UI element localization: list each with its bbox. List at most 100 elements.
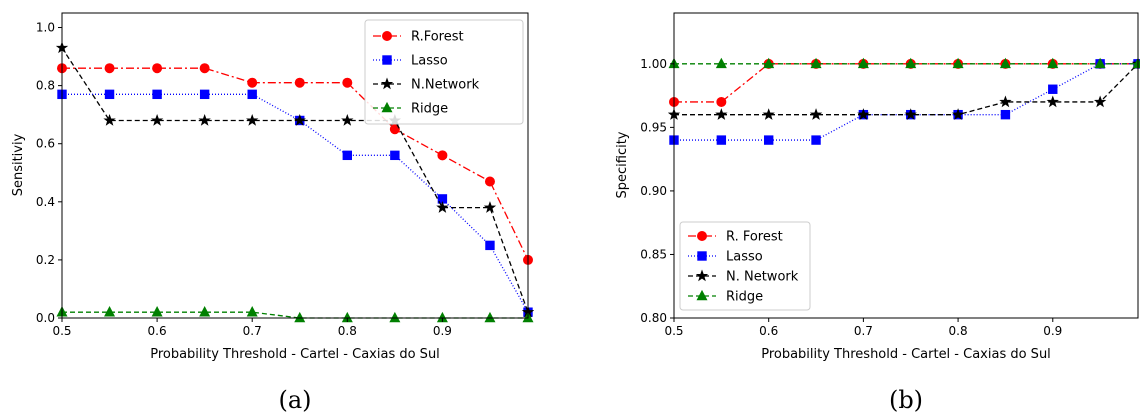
- y-tick-label: 1.0: [36, 21, 55, 35]
- data-point-n-network: [150, 113, 164, 126]
- legend-marker-r-forest: [697, 230, 708, 241]
- legend-item-ridge: Ridge: [373, 102, 448, 117]
- x-tick-label: 0.8: [338, 324, 357, 338]
- data-point-ridge: [763, 57, 775, 69]
- x-axis-label: Probability Threshold - Cartel - Caxias …: [761, 347, 1051, 362]
- x-tick-label: 0.9: [433, 324, 452, 338]
- y-tick-label: 0.85: [640, 247, 667, 261]
- x-axis-label: Probability Threshold - Cartel - Caxias …: [150, 347, 440, 362]
- data-point-ridge: [199, 306, 211, 317]
- data-point-r-forest: [104, 63, 115, 74]
- data-point-n-network: [1046, 95, 1059, 108]
- data-point-r-forest: [247, 77, 258, 88]
- legend-label-ridge: Ridge: [726, 290, 763, 305]
- legend-label-r-forest: R. Forest: [726, 230, 783, 245]
- y-tick-label: 0.80: [640, 311, 667, 325]
- data-point-lasso: [811, 135, 821, 145]
- data-point-r-forest: [342, 77, 353, 88]
- axes-frame: [673, 12, 1139, 319]
- series-line-ridge: [62, 311, 528, 319]
- series-line-n-network: [674, 63, 1139, 116]
- data-point-ridge: [294, 311, 306, 323]
- x-tick-label: 0.5: [664, 324, 683, 338]
- chart-panel-a: 0.5 0.6 0.7 0.8 0.9 0.0 0.2 0.4 0.6 0.8 1.0 Probabi…: [11, 12, 534, 414]
- legend: R. Forest Lasso N. Network Ridge: [679, 221, 811, 311]
- x-tick-label: 0.7: [854, 324, 873, 338]
- legend-item-r-forest: R. Forest: [688, 230, 783, 245]
- y-tick-label: 0.0: [36, 311, 55, 325]
- data-point-n-network: [904, 108, 917, 120]
- data-point-n-network: [436, 201, 449, 213]
- data-point-lasso: [1000, 109, 1011, 120]
- data-point-n-network: [715, 108, 728, 120]
- legend-item-n-network: N.Network: [373, 78, 480, 93]
- data-point-lasso: [485, 240, 495, 251]
- data-point-n-network: [198, 113, 211, 126]
- y-tick-label: 0.8: [36, 79, 55, 93]
- y-tick-label: 1.00: [640, 57, 667, 71]
- legend-item-ridge: Ridge: [688, 290, 763, 305]
- data-point-n-network: [951, 108, 965, 120]
- legend-label-lasso: Lasso: [411, 54, 448, 69]
- data-point-lasso: [342, 150, 353, 161]
- data-point-ridge: [104, 306, 116, 317]
- data-point-n-network: [341, 113, 354, 126]
- data-point-r-forest: [294, 77, 305, 88]
- data-point-lasso: [390, 150, 400, 161]
- data-point-n-network: [1093, 95, 1107, 108]
- x-tick-label: 0.7: [243, 324, 262, 338]
- data-point-ridge: [389, 311, 401, 323]
- legend-box: [364, 19, 524, 125]
- data-point-ridge: [810, 57, 822, 69]
- data-point-r-forest: [389, 124, 400, 135]
- x-tick-label: 0.9: [1043, 324, 1062, 338]
- data-point-n-network: [483, 201, 497, 213]
- y-tick-label: 0.90: [640, 184, 667, 198]
- y-tick-label: 0.6: [36, 137, 55, 151]
- legend-marker-lasso: [697, 251, 707, 261]
- data-point-r-forest: [199, 63, 210, 74]
- data-point-n-network: [762, 108, 775, 120]
- legend-label-r-forest: R.Forest: [411, 30, 464, 45]
- legend: R.Forest Lasso N.Network Ridge: [364, 19, 524, 125]
- data-point-ridge: [905, 57, 917, 69]
- data-point-ridge: [857, 57, 869, 69]
- data-point-n-network: [809, 108, 823, 120]
- legend-marker-n-network: [695, 269, 709, 282]
- data-point-n-network: [246, 113, 259, 126]
- legend-box: [679, 221, 811, 311]
- data-point-ridge: [151, 306, 163, 317]
- data-point-r-forest: [716, 96, 727, 107]
- x-tick-label: 0.6: [759, 324, 778, 338]
- series-line-r-forest: [674, 63, 1138, 103]
- panel-label: (a): [278, 386, 311, 414]
- legend-label-n-network: N. Network: [726, 270, 799, 285]
- plot-area: [668, 57, 1140, 145]
- data-point-ridge: [484, 311, 496, 323]
- legend-marker-ridge: [696, 289, 708, 301]
- data-point-n-network: [103, 113, 116, 126]
- data-point-lasso: [716, 135, 727, 145]
- data-point-ridge: [999, 57, 1011, 69]
- data-point-lasso: [763, 135, 774, 145]
- data-point-ridge: [1047, 57, 1059, 69]
- legend-item-r-forest: R.Forest: [373, 30, 464, 45]
- panel-label: (b): [889, 386, 923, 414]
- data-point-n-network: [999, 95, 1012, 108]
- data-point-r-forest: [484, 176, 495, 187]
- series-line-lasso: [62, 93, 529, 313]
- data-point-lasso: [199, 89, 210, 100]
- data-point-n-network: [293, 113, 306, 126]
- axes-frame: [61, 12, 529, 319]
- legend-label-n-network: N.Network: [411, 78, 480, 93]
- y-axis-label: Specificity: [615, 131, 630, 198]
- y-tick-label: 0.95: [640, 120, 667, 134]
- data-point-n-network: [857, 108, 870, 120]
- data-point-lasso: [247, 89, 257, 100]
- y-tick-label: 0.2: [36, 253, 55, 267]
- data-point-ridge: [715, 57, 727, 69]
- legend-item-lasso: Lasso: [373, 54, 448, 69]
- x-tick-label: 0.5: [52, 324, 71, 338]
- legend-marker-ridge: [381, 101, 393, 113]
